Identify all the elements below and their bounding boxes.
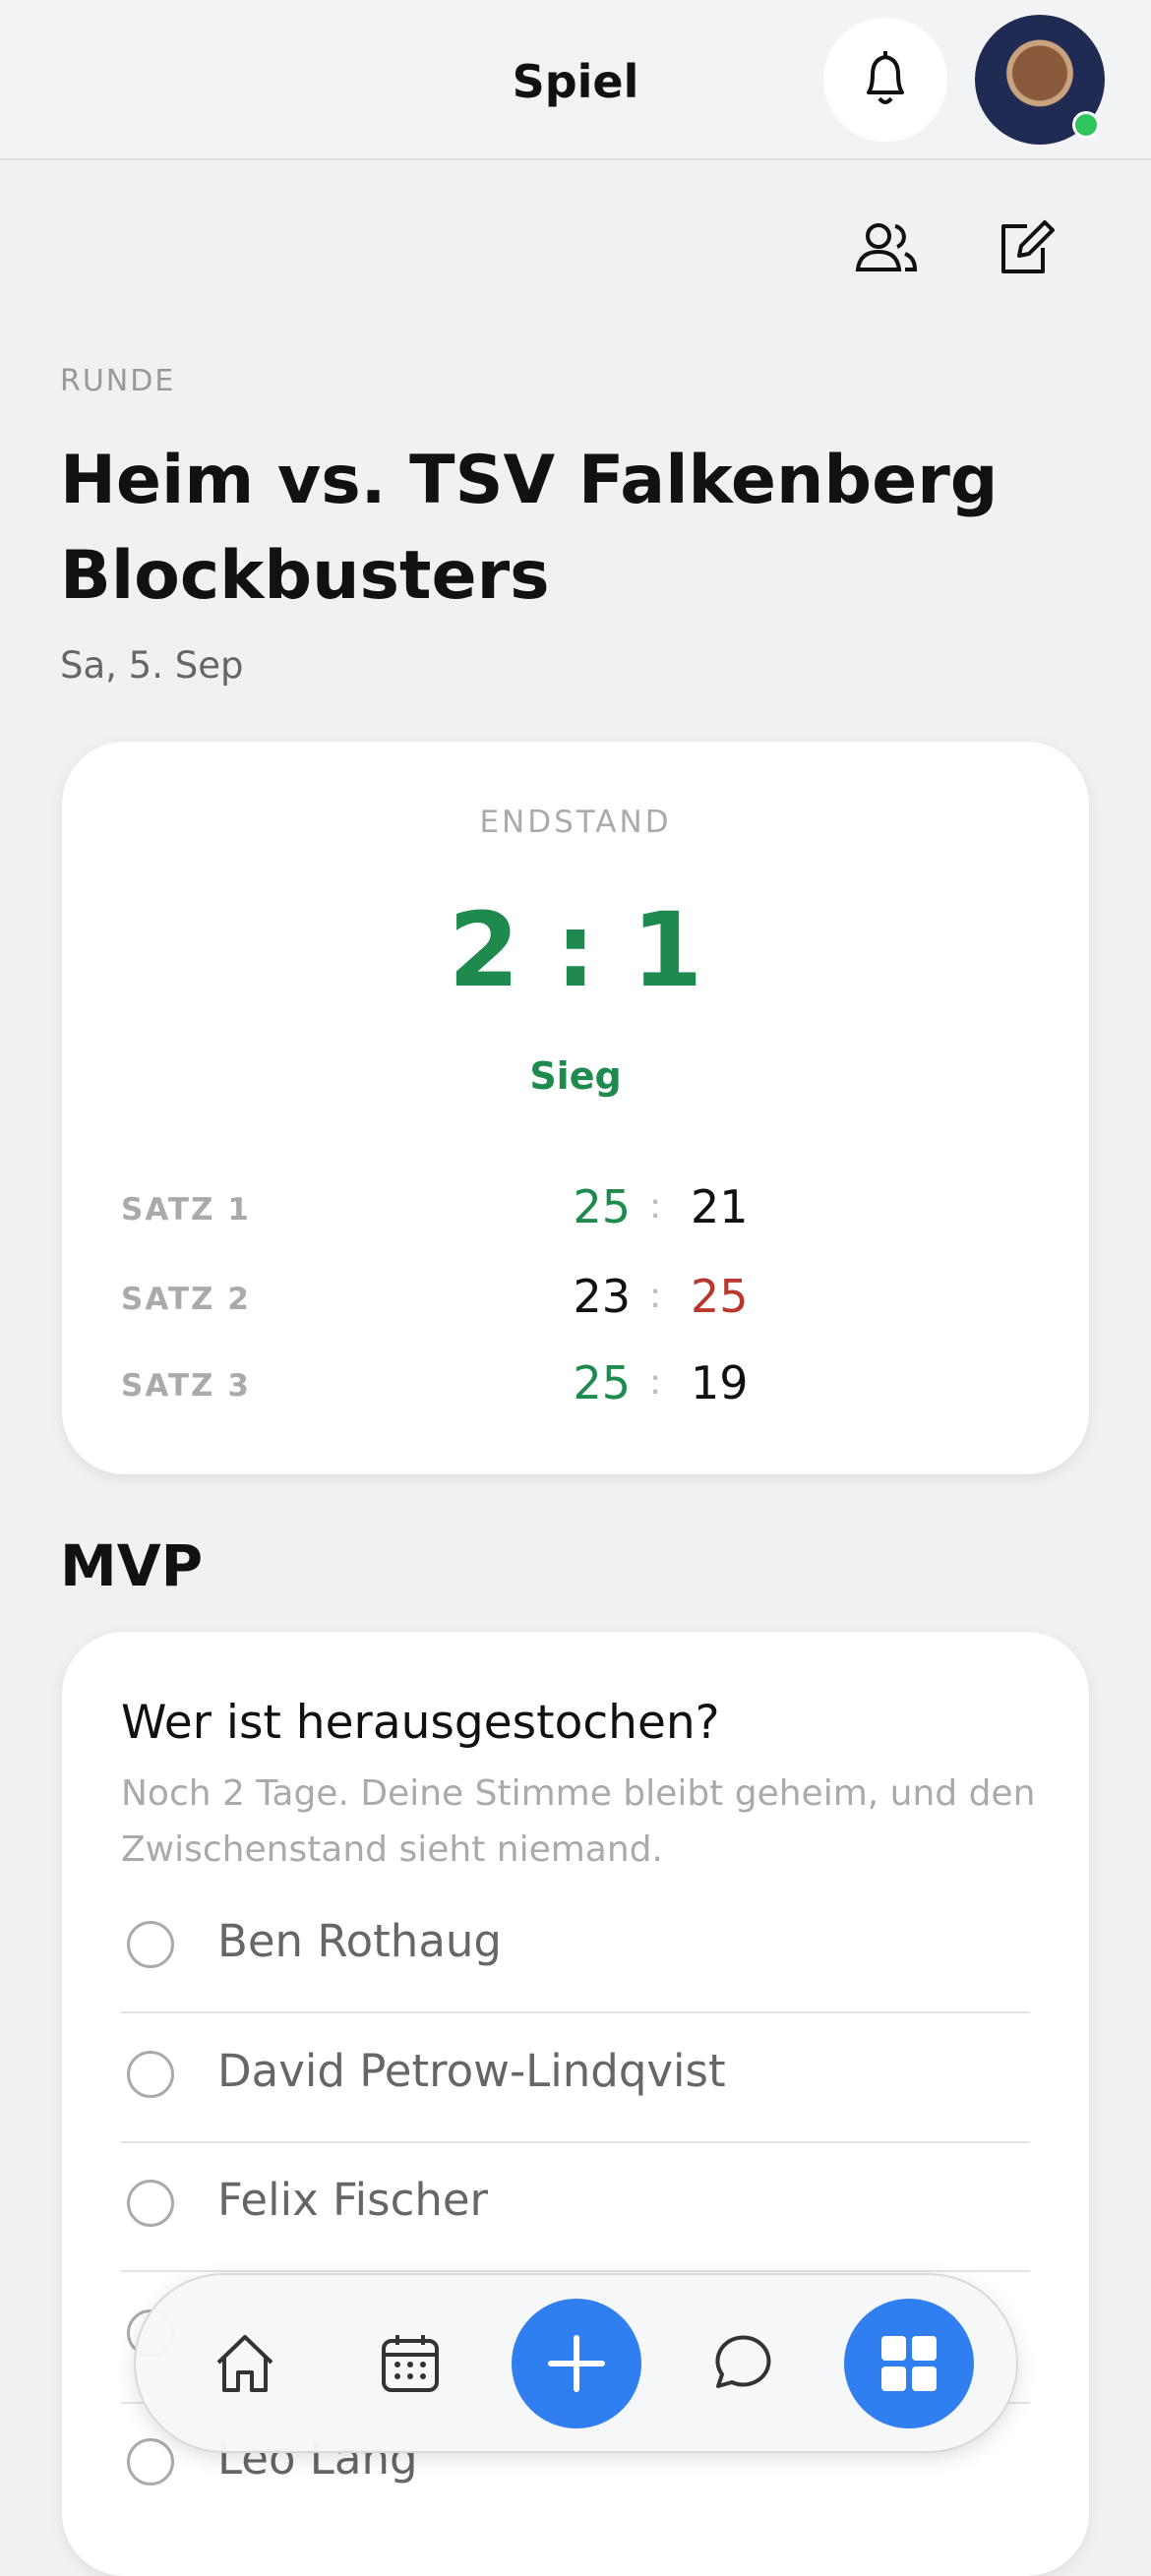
set-separator: :	[649, 1276, 662, 1316]
set-label: SATZ 1	[121, 1192, 251, 1228]
set-away: 25	[691, 1270, 749, 1323]
set-home: 25	[573, 1180, 631, 1233]
menu-button[interactable]	[844, 2299, 974, 2428]
home-icon[interactable]	[211, 2329, 279, 2398]
match-title: Heim vs. TSV Falkenberg Blockbusters	[60, 442, 999, 615]
calendar-icon[interactable]	[376, 2329, 445, 2398]
header: Spiel	[0, 0, 1151, 160]
mvp-question: Wer ist herausgestochen?	[121, 1696, 720, 1750]
radio-button[interactable]	[127, 2051, 174, 2098]
chat-icon[interactable]	[706, 2329, 775, 2398]
plus-icon	[548, 2335, 605, 2392]
divider	[121, 2011, 1030, 2013]
home-sets: 2	[448, 890, 519, 1010]
mvp-note: Noch 2 Tage. Deine Stimme bleibt geheim,…	[121, 1773, 1036, 1870]
radio-button[interactable]	[127, 2180, 174, 2227]
set-away: 19	[691, 1356, 749, 1409]
notifications-button[interactable]	[823, 18, 947, 142]
members-icon[interactable]	[852, 216, 921, 279]
section-label: RUNDE	[60, 364, 176, 398]
bottom-nav	[134, 2273, 1018, 2453]
set-home: 25	[573, 1356, 631, 1409]
set-label: SATZ 2	[121, 1282, 251, 1317]
add-button[interactable]	[512, 2299, 641, 2428]
set-separator: :	[649, 1362, 662, 1403]
option-name[interactable]: Ben Rothaug	[217, 1915, 502, 1967]
set-separator: :	[649, 1186, 662, 1227]
match-date: Sa, 5. Sep	[60, 644, 244, 687]
set-label: SATZ 3	[121, 1368, 251, 1404]
option-name[interactable]: Felix Fischer	[217, 2174, 489, 2226]
radio-button[interactable]	[127, 1921, 174, 1968]
set-away: 21	[691, 1180, 749, 1233]
score-separator: :	[555, 890, 596, 1010]
bell-icon	[867, 51, 904, 104]
score-label: ENDSTAND	[479, 805, 672, 840]
option-name[interactable]: David Petrow-Lindqvist	[217, 2045, 726, 2097]
result: Sieg	[529, 1054, 622, 1098]
mvp-heading: MVP	[60, 1532, 204, 1599]
header-title: Spiel	[512, 55, 639, 108]
set-home: 23	[573, 1270, 631, 1323]
final-score: 2 : 1	[62, 890, 1089, 1010]
edit-icon[interactable]	[994, 216, 1057, 279]
online-indicator	[1072, 111, 1100, 139]
divider	[121, 2141, 1030, 2143]
score-card	[62, 742, 1089, 1474]
grid-icon	[881, 2336, 937, 2391]
divider	[121, 2270, 1030, 2272]
radio-button[interactable]	[127, 2438, 174, 2486]
away-sets: 1	[632, 890, 703, 1010]
